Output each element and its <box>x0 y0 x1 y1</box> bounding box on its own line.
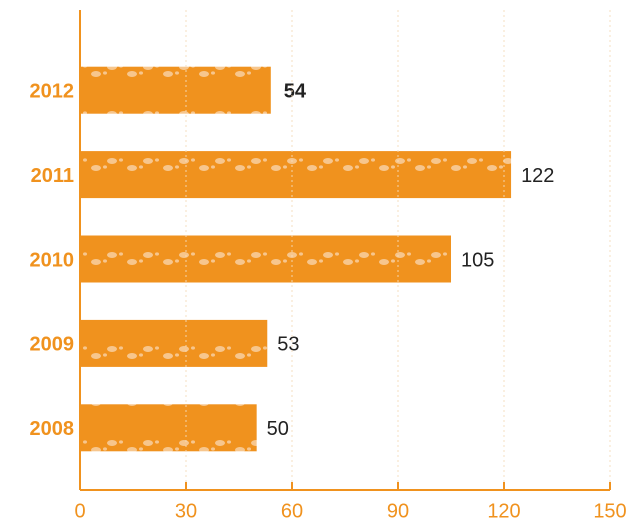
bar <box>80 66 271 114</box>
category-label: 2011 <box>31 165 74 187</box>
x-tick-label: 90 <box>387 500 409 522</box>
bar <box>80 151 512 199</box>
category-label: 2012 <box>30 80 75 102</box>
value-label: 54 <box>284 80 307 102</box>
value-label: 53 <box>277 334 299 356</box>
x-tick-label: 0 <box>74 500 85 522</box>
value-label: 50 <box>267 418 289 440</box>
x-tick-label: 150 <box>593 500 626 522</box>
category-label: 2009 <box>30 334 75 356</box>
bar <box>80 235 451 283</box>
bar <box>80 319 268 367</box>
bar <box>80 404 257 452</box>
value-label: 122 <box>521 165 554 187</box>
category-label: 2010 <box>30 249 75 271</box>
x-tick-label: 60 <box>281 500 303 522</box>
x-tick-label: 30 <box>175 500 197 522</box>
value-label: 105 <box>461 249 494 271</box>
x-tick-label: 120 <box>487 500 520 522</box>
category-label: 2008 <box>30 418 75 440</box>
